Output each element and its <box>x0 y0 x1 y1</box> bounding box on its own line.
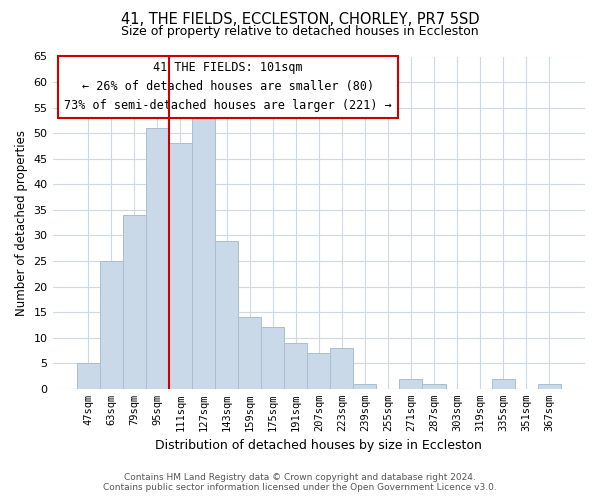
Bar <box>538 384 561 389</box>
Bar <box>330 348 353 389</box>
Bar <box>422 384 446 389</box>
Text: Contains HM Land Registry data © Crown copyright and database right 2024.
Contai: Contains HM Land Registry data © Crown c… <box>103 473 497 492</box>
Bar <box>307 353 330 389</box>
Bar <box>146 128 169 389</box>
Bar <box>238 317 261 389</box>
Bar <box>77 363 100 389</box>
Y-axis label: Number of detached properties: Number of detached properties <box>15 130 28 316</box>
Bar <box>400 378 422 389</box>
Text: 41 THE FIELDS: 101sqm
← 26% of detached houses are smaller (80)
73% of semi-deta: 41 THE FIELDS: 101sqm ← 26% of detached … <box>64 62 392 112</box>
Bar <box>261 328 284 389</box>
Bar <box>192 118 215 389</box>
Bar <box>123 215 146 389</box>
Bar <box>284 343 307 389</box>
Bar <box>100 261 123 389</box>
Bar <box>169 144 192 389</box>
Bar <box>215 240 238 389</box>
Text: Size of property relative to detached houses in Eccleston: Size of property relative to detached ho… <box>121 25 479 38</box>
Bar <box>491 378 515 389</box>
Bar <box>353 384 376 389</box>
Text: 41, THE FIELDS, ECCLESTON, CHORLEY, PR7 5SD: 41, THE FIELDS, ECCLESTON, CHORLEY, PR7 … <box>121 12 479 28</box>
X-axis label: Distribution of detached houses by size in Eccleston: Distribution of detached houses by size … <box>155 440 482 452</box>
